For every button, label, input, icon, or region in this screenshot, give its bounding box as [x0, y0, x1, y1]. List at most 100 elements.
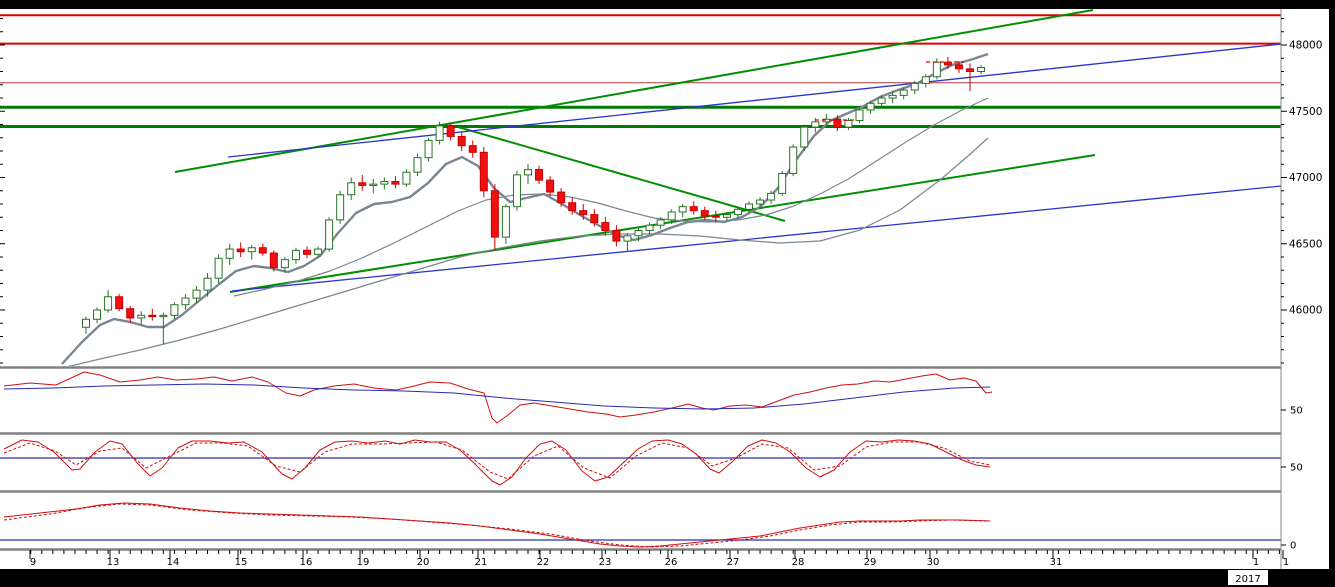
candle-up [745, 201, 753, 214]
candle-down [711, 210, 720, 223]
date-label: 15 [235, 557, 248, 568]
price-axis-label: 46000 [1289, 305, 1322, 317]
candle-down [236, 242, 245, 257]
candle-down [535, 165, 544, 185]
indicator-3-panel [0, 502, 1281, 548]
candle-up [435, 121, 444, 145]
candle-down [148, 308, 157, 321]
candle-up [82, 316, 90, 334]
candle-down [391, 176, 400, 189]
indicator-2-panel [0, 439, 1281, 486]
indicator-line-red-dashed [3, 441, 991, 480]
candle-up [855, 107, 864, 124]
candle-up [789, 144, 798, 177]
trendline[interactable] [457, 126, 786, 222]
candle-down [579, 204, 588, 220]
ma-mid [233, 97, 989, 297]
indicator-line-red-dashed [3, 503, 991, 548]
date-label: 31 [1050, 557, 1063, 568]
main-price-panel [0, 9, 1281, 366]
price-axis-label: 47000 [1289, 172, 1322, 184]
price-axis-label: 47500 [1289, 106, 1322, 118]
candle-down [490, 184, 499, 251]
date-label: 28 [792, 557, 805, 568]
date-label: 14 [167, 557, 180, 568]
candle-up [733, 206, 742, 219]
candle-up [347, 177, 356, 201]
candle-up [678, 204, 687, 218]
candle-up [291, 247, 300, 264]
candle-up [778, 170, 787, 197]
candle-up [512, 170, 521, 211]
candle-down [590, 209, 599, 227]
indicator-axis-label: 0 [1290, 541, 1296, 552]
candle-down [700, 206, 709, 220]
candle-up [524, 164, 532, 185]
candle-up [214, 254, 223, 284]
candle-up [501, 204, 510, 244]
candle-up [413, 153, 422, 177]
candle-down [446, 123, 455, 141]
indicator-line-red-solid [3, 502, 991, 548]
date-label: 9 [30, 557, 36, 568]
candle-down [258, 243, 267, 256]
date-label: 13 [107, 557, 120, 568]
candle-up [247, 245, 256, 260]
candle-down [689, 201, 698, 215]
candle-up [645, 222, 654, 235]
candle-down [954, 60, 963, 73]
candle-up [137, 311, 146, 325]
candle-up [380, 177, 389, 190]
trendline[interactable] [227, 43, 1281, 158]
candle-up [325, 217, 334, 252]
candle-up [170, 302, 179, 320]
year-chip [1228, 570, 1268, 585]
trendline[interactable] [174, 9, 1094, 173]
candle-down [269, 250, 278, 272]
candle-up [756, 197, 765, 210]
candle-up [877, 95, 886, 108]
candle-up [424, 137, 433, 162]
candle-down [303, 246, 311, 259]
bottom-frame-bar [0, 569, 1335, 587]
candle-down [568, 197, 577, 215]
candle-up [104, 290, 113, 313]
candle-up [181, 294, 190, 310]
candle-up [921, 74, 930, 88]
candle-down [126, 306, 135, 324]
date-label: 16 [300, 557, 313, 568]
candle-up [866, 100, 875, 114]
candle-up [369, 178, 378, 194]
date-label: 23 [599, 557, 612, 568]
candle-up [888, 91, 897, 104]
candle-up [280, 257, 289, 273]
date-label: 26 [665, 557, 678, 568]
candle-up [225, 243, 234, 265]
year-label: 2017 [1235, 574, 1260, 585]
indicator-1-panel [3, 371, 993, 424]
candle-up [192, 286, 201, 304]
candle-down [612, 225, 621, 247]
candle-up [767, 190, 776, 204]
candle-up [656, 217, 665, 230]
candle-up [910, 80, 919, 95]
candle-up [402, 169, 411, 187]
candle-up [336, 190, 345, 224]
candle-down [966, 63, 974, 92]
date-label: 30 [927, 557, 940, 568]
date-label: 21 [475, 557, 488, 568]
candle-down [479, 147, 488, 198]
right-frame-bar [1329, 0, 1335, 587]
date-label: 29 [864, 557, 877, 568]
top-frame-bar [0, 0, 1335, 9]
candle-down [457, 132, 466, 151]
date-label: 19 [357, 557, 370, 568]
indicator-line-red-solid [3, 439, 991, 486]
ma-slow [67, 137, 989, 366]
candle-down [546, 176, 555, 197]
date-label: 22 [537, 557, 550, 568]
candle-up [203, 272, 212, 297]
candle-up [667, 209, 676, 224]
